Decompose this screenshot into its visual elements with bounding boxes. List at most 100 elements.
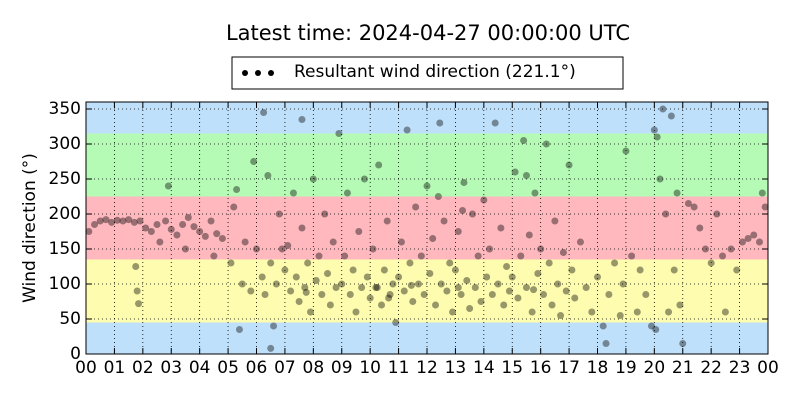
data-point — [397, 238, 405, 246]
data-point — [636, 266, 644, 274]
data-point — [642, 291, 650, 298]
x-tick-label: 08 — [303, 358, 325, 378]
data-point — [670, 266, 678, 274]
data-point — [446, 259, 454, 267]
data-point — [360, 175, 368, 183]
data-point — [133, 287, 141, 295]
data-point — [500, 301, 508, 309]
legend-marker — [255, 70, 261, 76]
data-point — [432, 301, 440, 309]
data-point — [267, 344, 275, 352]
data-point — [750, 231, 758, 239]
data-point — [298, 224, 306, 232]
data-point — [378, 301, 386, 309]
data-point — [684, 200, 692, 207]
data-point — [466, 305, 474, 312]
data-point — [486, 245, 494, 253]
data-point — [227, 259, 235, 267]
data-point — [582, 284, 590, 291]
data-point — [707, 259, 715, 267]
x-tick-label: 00 — [757, 358, 779, 378]
data-point — [184, 214, 192, 221]
data-point — [463, 277, 471, 284]
data-point — [309, 175, 317, 183]
data-point — [275, 210, 283, 218]
data-point — [652, 326, 660, 333]
data-point — [528, 308, 536, 316]
data-point — [457, 291, 465, 298]
data-point — [369, 245, 377, 253]
data-point — [662, 210, 670, 218]
data-point — [213, 230, 221, 238]
data-point — [520, 137, 528, 144]
data-point — [437, 280, 445, 288]
y-tick-label: 0 — [70, 344, 81, 364]
data-point — [436, 119, 444, 127]
data-point — [514, 294, 522, 302]
data-point — [530, 286, 538, 294]
data-point — [304, 259, 312, 267]
data-point — [392, 319, 400, 326]
data-point — [696, 224, 704, 232]
legend-box — [231, 56, 624, 90]
data-point — [557, 312, 565, 319]
data-point — [389, 280, 397, 288]
data-point — [721, 308, 729, 316]
data-point — [91, 221, 99, 228]
data-point — [594, 273, 601, 281]
x-tick-label: 22 — [700, 358, 722, 378]
data-point — [201, 232, 209, 240]
data-point — [443, 287, 451, 295]
data-point — [571, 294, 579, 302]
data-point — [346, 291, 354, 298]
data-point — [329, 238, 337, 246]
data-point — [108, 218, 116, 226]
data-point — [301, 284, 309, 291]
x-tick-label: 01 — [104, 358, 126, 378]
chart-title: Latest time: 2024-04-27 00:00:00 UTC — [226, 21, 630, 45]
data-point — [196, 228, 204, 235]
data-point — [241, 238, 249, 246]
y-tick-label: 50 — [59, 309, 81, 329]
data-point — [135, 300, 143, 308]
data-point — [302, 288, 310, 296]
data-point — [565, 161, 573, 169]
data-point — [233, 186, 241, 193]
legend-marker — [242, 70, 248, 76]
data-point — [738, 238, 746, 246]
data-point — [380, 266, 388, 274]
data-point — [653, 133, 661, 141]
data-point — [292, 273, 300, 281]
data-point — [690, 203, 698, 211]
data-point — [406, 259, 414, 267]
x-tick-label: 02 — [132, 358, 154, 378]
data-point — [727, 245, 735, 253]
data-point — [434, 193, 442, 200]
data-point — [659, 105, 667, 113]
x-tick-label: 17 — [558, 358, 580, 378]
data-point — [534, 270, 542, 277]
data-point — [386, 291, 394, 298]
y-tick-label: 200 — [49, 204, 81, 224]
data-point — [207, 217, 215, 225]
data-point — [321, 210, 329, 218]
y-tick-label: 150 — [49, 239, 81, 259]
data-point — [295, 298, 303, 305]
data-point — [568, 266, 576, 274]
data-point — [426, 270, 434, 277]
data-point — [318, 291, 326, 298]
x-tick-label: 06 — [246, 358, 268, 378]
legend: Resultant wind direction (221.1°) — [231, 56, 624, 90]
data-point — [622, 147, 630, 155]
data-point — [260, 109, 268, 116]
data-point — [414, 280, 422, 288]
data-point — [477, 298, 485, 305]
data-point — [719, 252, 727, 260]
data-point — [125, 216, 133, 224]
data-point — [341, 252, 349, 260]
data-point — [270, 322, 278, 330]
x-tick-label: 18 — [587, 358, 609, 378]
data-point — [238, 280, 246, 288]
y-tick-label: 300 — [49, 134, 81, 154]
